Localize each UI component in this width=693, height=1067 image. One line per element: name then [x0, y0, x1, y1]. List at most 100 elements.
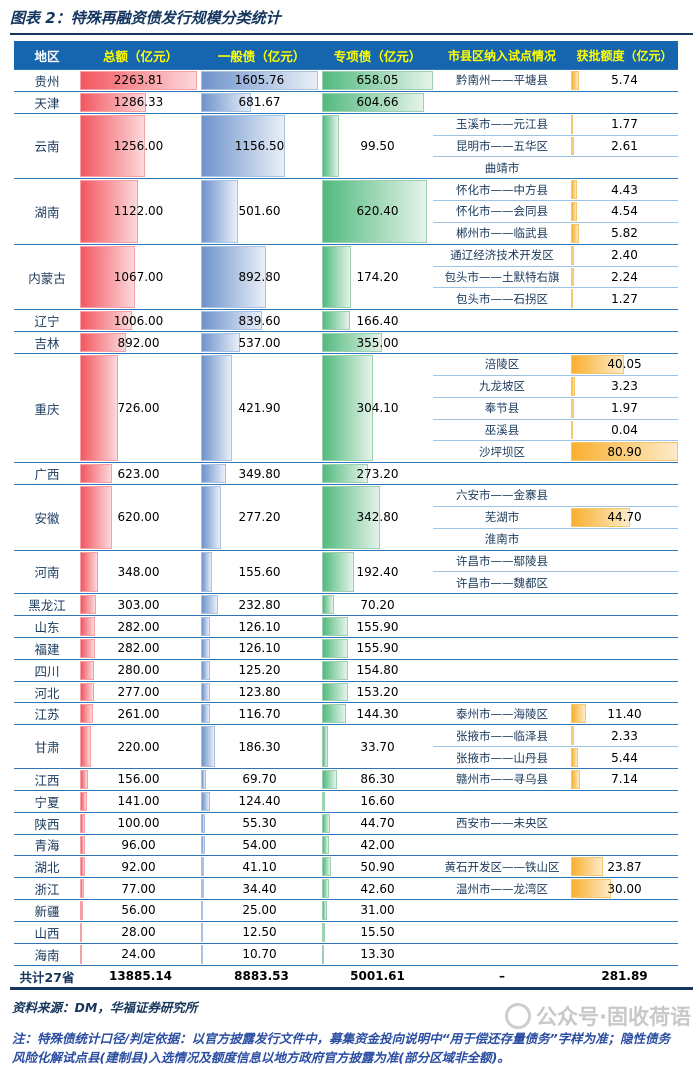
general-value: 186.30	[201, 725, 318, 768]
col-header-total: 总额（亿元）	[102, 48, 178, 64]
quota-value-bar	[571, 420, 573, 440]
quota-value	[571, 616, 678, 637]
total-row-quota: 281.89	[601, 969, 648, 984]
pilot-row: 芜湖市 44.70	[433, 505, 678, 528]
general-value-bar	[201, 595, 218, 615]
quota-value-num: 7.14	[611, 772, 638, 787]
general-value: 681.67	[201, 92, 318, 113]
total-value: 303.00	[80, 594, 197, 615]
quota-value-num: 1.77	[611, 117, 638, 132]
special-value: 604.66	[322, 92, 433, 113]
total-value: 726.00	[80, 354, 197, 462]
general-value-num: 55.30	[242, 816, 277, 831]
general-value-num: 501.60	[238, 204, 281, 219]
total-value-bar	[80, 595, 96, 615]
general-value-bar	[201, 682, 211, 702]
col-header-pilot: 市县区纳入试点情况	[447, 48, 556, 63]
general-value: 124.40	[201, 791, 318, 812]
pilot-row	[433, 682, 678, 703]
quota-value: 1.77	[571, 114, 678, 135]
general-value-bar	[201, 922, 203, 942]
special-value-num: 166.40	[356, 313, 399, 328]
pilot-list: 黄石开发区——铁山区 23.87	[433, 856, 678, 877]
total-value-num: 96.00	[121, 837, 156, 852]
pilot-name: 玉溪市——元江县	[456, 117, 548, 132]
special-value: 304.10	[322, 354, 433, 462]
special-value-num: 342.80	[356, 510, 399, 525]
quota-value	[571, 529, 678, 550]
pilot-list: 六安市——金寨县 芜湖市 44.70 淮南市	[433, 485, 678, 550]
quota-value: 11.40	[571, 703, 678, 724]
pilot-row	[433, 900, 678, 921]
total-value: 892.00	[80, 332, 197, 353]
special-value-num: 86.30	[360, 772, 395, 787]
special-value-bar	[322, 726, 328, 767]
general-value-bar	[201, 901, 203, 920]
general-value: 537.00	[201, 332, 318, 353]
pilot-row: 怀化市——中方县 4.43	[433, 179, 678, 200]
special-value-num: 304.10	[356, 401, 399, 416]
quota-value	[571, 682, 678, 703]
table-row: 吉林 892.00 537.00 355.00	[14, 331, 678, 353]
quota-value-bar	[571, 507, 631, 527]
pilot-name: 许昌市——鄢陵县	[456, 553, 548, 568]
table-row: 甘肃 220.00 186.30 33.70 张掖市——临泽县 2.33 张掖市——山丹县 5…	[14, 724, 678, 768]
pilot-row: 昆明市——五华区 2.61	[433, 134, 678, 157]
special-value-bar	[322, 245, 352, 309]
special-value-num: 70.20	[360, 597, 395, 612]
total-value-bar	[80, 791, 88, 811]
quota-value	[571, 92, 678, 113]
pilot-name: 黄石开发区——铁山区	[444, 859, 560, 874]
quota-value-num: 0.04	[611, 422, 638, 437]
total-value-bar	[80, 71, 197, 90]
quota-value-num: 2.40	[611, 248, 638, 263]
total-value-num: 726.00	[117, 401, 160, 416]
quota-value	[571, 463, 678, 484]
general-value-bar	[201, 354, 232, 462]
special-value: 99.50	[322, 114, 433, 179]
special-value-num: 155.90	[356, 619, 399, 634]
special-value: 166.40	[322, 310, 433, 331]
table-row: 贵州 2263.81 1605.76 658.05 黔南州——平塘县 5.74	[14, 69, 678, 91]
quota-value	[571, 157, 678, 178]
quota-value-num: 2.33	[611, 728, 638, 743]
total-value-num: 2263.81	[113, 73, 164, 88]
general-value-bar	[201, 813, 206, 833]
total-value: 623.00	[80, 463, 197, 484]
region-name: 新疆	[34, 903, 60, 919]
quota-value	[571, 922, 678, 943]
pilot-row: 六安市——金寨县	[433, 485, 678, 506]
pilot-name: 六安市——金寨县	[456, 488, 548, 503]
special-value-bar	[322, 835, 330, 855]
pilot-list: 泰州市——海陵区 11.40	[433, 703, 678, 724]
special-value: 50.90	[322, 856, 433, 877]
special-value: 33.70	[322, 725, 433, 768]
pilot-list	[433, 616, 678, 637]
total-value: 56.00	[80, 900, 197, 921]
quota-value-num: 5.44	[611, 750, 638, 765]
general-value: 349.80	[201, 463, 318, 484]
pilot-name: 沙坪坝区	[479, 444, 525, 459]
special-value: 155.90	[322, 616, 433, 637]
quota-value	[571, 944, 678, 965]
quota-value-bar	[571, 354, 624, 374]
region-name: 重庆	[34, 401, 60, 417]
total-value-num: 1256.00	[113, 138, 164, 153]
pilot-name: 泰州市——海陵区	[456, 706, 548, 721]
table-row: 内蒙古 1067.00 892.80 174.20 通辽经济技术开发区 2.40 包头市——…	[14, 243, 678, 310]
table-row: 宁夏 141.00 124.40 16.60	[14, 789, 678, 812]
region-name: 吉林	[34, 336, 60, 352]
pilot-row	[433, 594, 678, 615]
region-name: 甘肃	[34, 740, 60, 756]
general-value-num: 892.80	[238, 270, 281, 285]
special-value-num: 42.60	[360, 881, 395, 896]
quota-value: 44.70	[571, 507, 678, 528]
total-value: 141.00	[80, 791, 197, 812]
table-header: 地区 总额（亿元） 一般债（亿元） 专项债（亿元） 市县区纳入试点情况 获批额度…	[14, 41, 678, 69]
pilot-row	[433, 944, 678, 965]
total-value-bar	[80, 770, 89, 789]
quota-value-num: 40.05	[607, 357, 642, 372]
table-row: 山西 28.00 12.50 15.50	[14, 920, 678, 943]
pilot-name: 包头市——石拐区	[456, 291, 548, 306]
pilot-row: 沙坪坝区 80.90	[433, 440, 678, 462]
